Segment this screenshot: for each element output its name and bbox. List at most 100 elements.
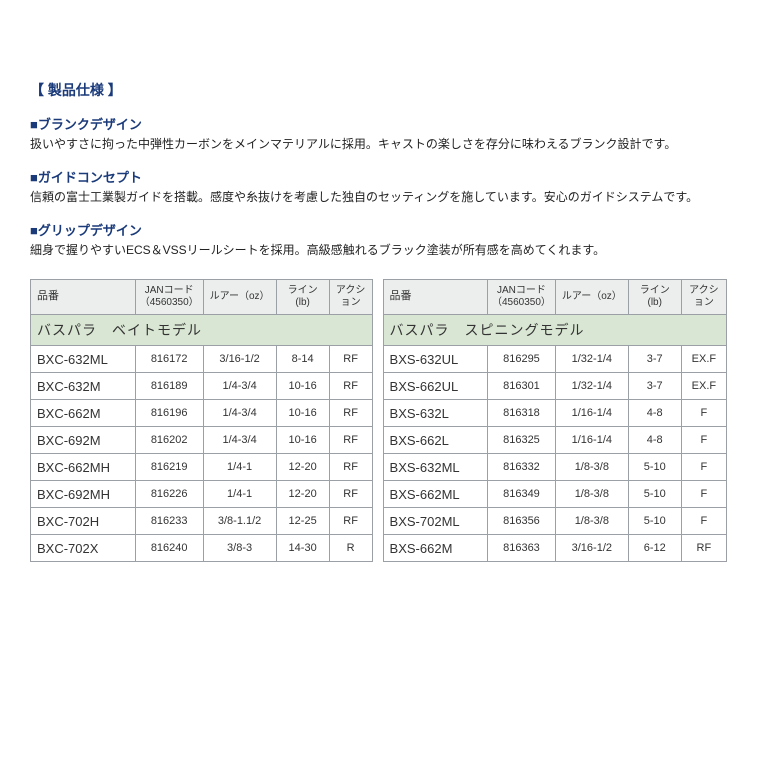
cell-lure: 1/4-3/4 (203, 373, 276, 400)
cell-jan: 816189 (135, 373, 203, 400)
feature-body: 扱いやすさに拘った中弾性カーボンをメインマテリアルに採用。キャストの楽しさを存分… (30, 135, 727, 153)
cell-line: 12-20 (276, 454, 329, 481)
cell-lure: 3/8-3 (203, 535, 276, 562)
cell-action: RF (329, 373, 372, 400)
cell-action: RF (329, 481, 372, 508)
cell-part: BXS-662ML (383, 481, 487, 508)
cell-line: 5-10 (628, 508, 681, 535)
cell-lure: 1/16-1/4 (555, 427, 628, 454)
col-line: ライン(lb) (628, 280, 681, 315)
table-row: BXC-692M8162021/4-3/410-16RF (31, 427, 373, 454)
cell-jan: 816202 (135, 427, 203, 454)
table-row: BXS-632L8163181/16-1/44-8F (383, 400, 726, 427)
feature-heading: ■グリップデザイン (30, 220, 727, 239)
cell-lure: 1/4-3/4 (203, 400, 276, 427)
cell-jan: 816172 (135, 346, 203, 373)
cell-jan: 816226 (135, 481, 203, 508)
cell-lure: 3/16-1/2 (555, 535, 628, 562)
cell-part: BXS-662L (383, 427, 487, 454)
feature-heading: ■ブランクデザイン (30, 114, 727, 133)
cell-action: F (681, 508, 726, 535)
cell-line: 12-25 (276, 508, 329, 535)
cell-lure: 1/32-1/4 (555, 373, 628, 400)
table-row: BXC-702X8162403/8-314-30R (31, 535, 373, 562)
col-line: ライン(lb) (276, 280, 329, 315)
table-row: BXS-662UL8163011/32-1/43-7EX.F (383, 373, 726, 400)
feature-body: 細身で握りやすいECS＆VSSリールシートを採用。高級感触れるブラック塗装が所有… (30, 241, 727, 259)
cell-lure: 1/4-3/4 (203, 427, 276, 454)
cell-part: BXS-632UL (383, 346, 487, 373)
cell-action: EX.F (681, 346, 726, 373)
cell-line: 14-30 (276, 535, 329, 562)
col-lure: ルアー（oz） (555, 280, 628, 315)
cell-part: BXC-702H (31, 508, 136, 535)
cell-part: BXS-662M (383, 535, 487, 562)
feature-body: 信頼の富士工業製ガイドを搭載。感度や糸抜けを考慮した独自のセッティングを施してい… (30, 188, 727, 206)
cell-line: 10-16 (276, 373, 329, 400)
cell-line: 5-10 (628, 481, 681, 508)
cell-action: R (329, 535, 372, 562)
cell-jan: 816356 (487, 508, 555, 535)
cell-lure: 1/8-3/8 (555, 508, 628, 535)
cell-action: F (681, 454, 726, 481)
table-subheader: バスパラ ベイトモデル (31, 315, 373, 346)
cell-jan: 816219 (135, 454, 203, 481)
feature-block: ■ガイドコンセプト 信頼の富士工業製ガイドを搭載。感度や糸抜けを考慮した独自のセ… (30, 167, 727, 206)
col-part: 品番 (383, 280, 487, 315)
table-header-row: 品番 JANコード（4560350） ルアー（oz） ライン(lb) アクション (31, 280, 373, 315)
cell-jan: 816349 (487, 481, 555, 508)
cell-line: 10-16 (276, 427, 329, 454)
feature-block: ■グリップデザイン 細身で握りやすいECS＆VSSリールシートを採用。高級感触れ… (30, 220, 727, 259)
cell-line: 3-7 (628, 346, 681, 373)
cell-jan: 816233 (135, 508, 203, 535)
table-row: BXS-702ML8163561/8-3/85-10F (383, 508, 726, 535)
table-row: BXS-662M8163633/16-1/26-12RF (383, 535, 726, 562)
cell-jan: 816325 (487, 427, 555, 454)
cell-jan: 816295 (487, 346, 555, 373)
feature-block: ■ブランクデザイン 扱いやすさに拘った中弾性カーボンをメインマテリアルに採用。キ… (30, 114, 727, 153)
cell-action: RF (329, 346, 372, 373)
col-lure: ルアー（oz） (203, 280, 276, 315)
cell-lure: 1/8-3/8 (555, 454, 628, 481)
cell-action: RF (329, 427, 372, 454)
cell-jan: 816240 (135, 535, 203, 562)
cell-part: BXC-632M (31, 373, 136, 400)
cell-lure: 1/4-1 (203, 481, 276, 508)
cell-action: F (681, 481, 726, 508)
cell-line: 8-14 (276, 346, 329, 373)
cell-part: BXS-662UL (383, 373, 487, 400)
cell-part: BXS-632L (383, 400, 487, 427)
cell-action: F (681, 427, 726, 454)
cell-jan: 816363 (487, 535, 555, 562)
cell-lure: 1/4-1 (203, 454, 276, 481)
spec-table-bait: 品番 JANコード（4560350） ルアー（oz） ライン(lb) アクション… (30, 279, 373, 562)
section-title: 【 製品仕様 】 (30, 80, 727, 100)
cell-jan: 816318 (487, 400, 555, 427)
cell-part: BXC-662MH (31, 454, 136, 481)
table-row: BXC-702H8162333/8-1.1/212-25RF (31, 508, 373, 535)
subheader-label: バスパラ スピニングモデル (383, 315, 726, 346)
cell-part: BXS-632ML (383, 454, 487, 481)
cell-line: 5-10 (628, 454, 681, 481)
cell-action: RF (681, 535, 726, 562)
cell-lure: 3/16-1/2 (203, 346, 276, 373)
cell-part: BXS-702ML (383, 508, 487, 535)
table-row: BXC-632ML8161723/16-1/28-14RF (31, 346, 373, 373)
cell-line: 4-8 (628, 427, 681, 454)
cell-line: 6-12 (628, 535, 681, 562)
col-action: アクション (329, 280, 372, 315)
cell-part: BXC-702X (31, 535, 136, 562)
table-row: BXC-632M8161891/4-3/410-16RF (31, 373, 373, 400)
table-row: BXS-662ML8163491/8-3/85-10F (383, 481, 726, 508)
cell-part: BXC-632ML (31, 346, 136, 373)
table-row: BXC-692MH8162261/4-112-20RF (31, 481, 373, 508)
col-action: アクション (681, 280, 726, 315)
col-jan: JANコード（4560350） (487, 280, 555, 315)
cell-line: 10-16 (276, 400, 329, 427)
cell-jan: 816301 (487, 373, 555, 400)
cell-part: BXC-692MH (31, 481, 136, 508)
table-row: BXS-662L8163251/16-1/44-8F (383, 427, 726, 454)
cell-part: BXC-692M (31, 427, 136, 454)
cell-line: 3-7 (628, 373, 681, 400)
cell-action: RF (329, 508, 372, 535)
